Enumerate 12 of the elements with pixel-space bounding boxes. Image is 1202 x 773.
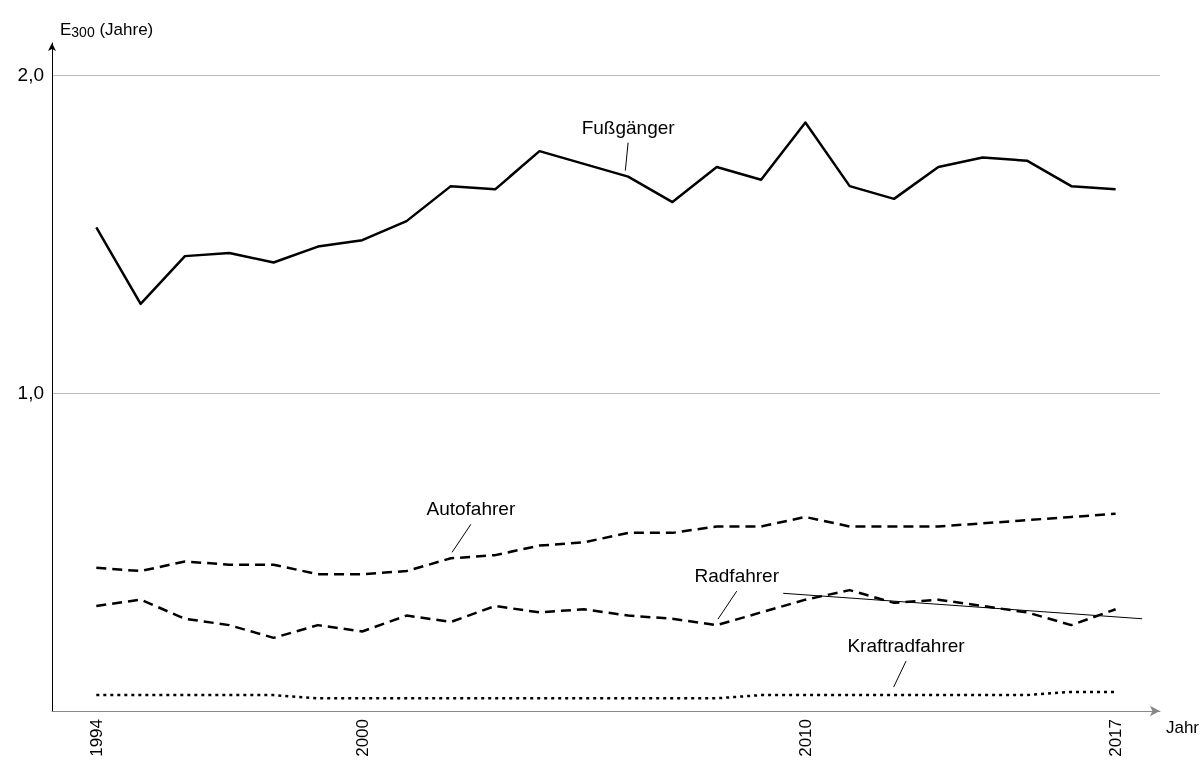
x-tick-label: 2010 xyxy=(795,719,815,757)
line-series xyxy=(95,121,1117,306)
text: Kraftradfahrer xyxy=(847,635,966,657)
y-tick-label: 1,0 xyxy=(17,382,44,404)
x-tick-label: 1994 xyxy=(86,719,106,757)
series-label: Autofahrer xyxy=(426,498,516,520)
series-label: Radfahrer xyxy=(694,565,780,587)
series-label: Fußgänger xyxy=(581,116,676,138)
x-tick-label: 2000 xyxy=(352,719,372,757)
x-axis-title: Jahr xyxy=(1165,718,1200,737)
y-tick-label: 2,0 xyxy=(17,64,44,86)
x-tick-label: 2017 xyxy=(1106,719,1126,757)
